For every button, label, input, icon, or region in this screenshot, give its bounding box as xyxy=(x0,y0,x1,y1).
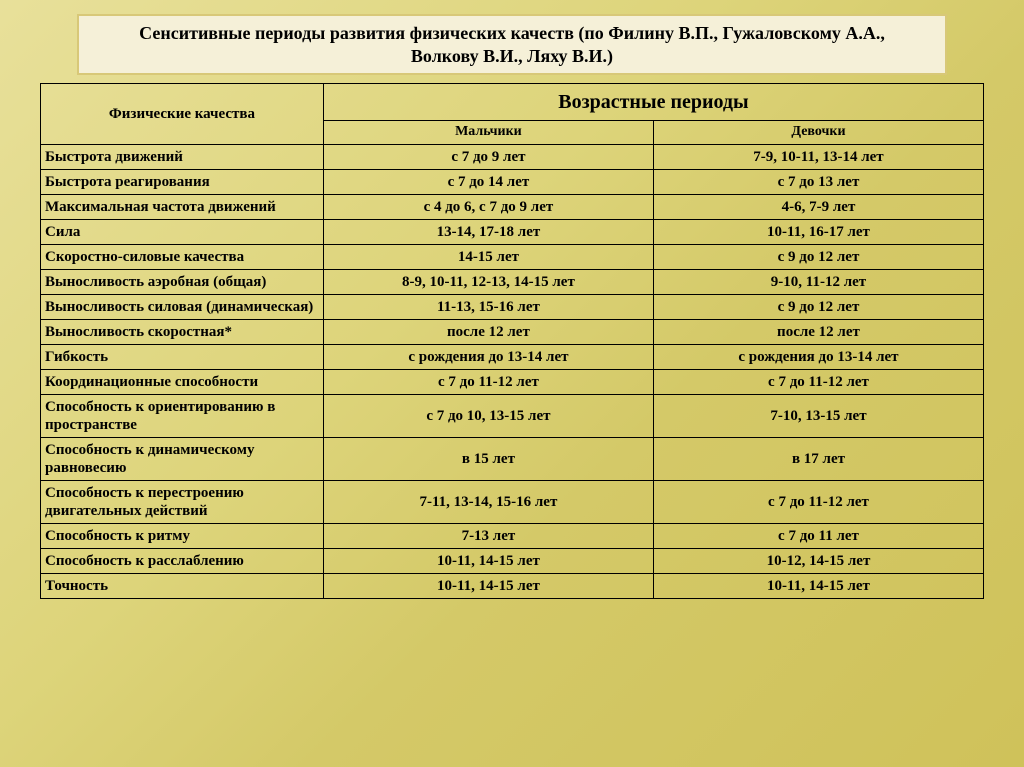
cell-girls: с 7 до 13 лет xyxy=(653,169,983,194)
table-row: Быстрота реагированияс 7 до 14 летс 7 до… xyxy=(41,169,984,194)
cell-girls: после 12 лет xyxy=(653,319,983,344)
cell-quality: Сила xyxy=(41,219,324,244)
cell-girls: 10-11, 14-15 лет xyxy=(653,573,983,598)
page-title: Сенситивные периоды развития физических … xyxy=(77,14,947,75)
table-row: Способность к ритму7-13 летс 7 до 11 лет xyxy=(41,523,984,548)
cell-boys: 7-13 лет xyxy=(323,523,653,548)
cell-quality: Быстрота движений xyxy=(41,144,324,169)
header-boys: Мальчики xyxy=(323,121,653,145)
table-row: Сила13-14, 17-18 лет10-11, 16-17 лет xyxy=(41,219,984,244)
cell-girls: в 17 лет xyxy=(653,437,983,480)
cell-quality: Координационные способности xyxy=(41,369,324,394)
table-row: Выносливость скоростная*после 12 летпосл… xyxy=(41,319,984,344)
cell-boys: с рождения до 13-14 лет xyxy=(323,344,653,369)
cell-quality: Способность к динамическому равновесию xyxy=(41,437,324,480)
cell-boys: с 7 до 11-12 лет xyxy=(323,369,653,394)
cell-quality: Выносливость силовая (динамическая) xyxy=(41,294,324,319)
cell-boys: 8-9, 10-11, 12-13, 14-15 лет xyxy=(323,269,653,294)
cell-girls: с 9 до 12 лет xyxy=(653,244,983,269)
cell-quality: Быстрота реагирования xyxy=(41,169,324,194)
table-row: Быстрота движенийс 7 до 9 лет7-9, 10-11,… xyxy=(41,144,984,169)
cell-quality: Способность к перестроению двигательных … xyxy=(41,480,324,523)
table-row: Способность к перестроению двигательных … xyxy=(41,480,984,523)
table-row: Способность к расслаблению10-11, 14-15 л… xyxy=(41,548,984,573)
cell-boys: с 4 до 6, с 7 до 9 лет xyxy=(323,194,653,219)
cell-girls: 7-10, 13-15 лет xyxy=(653,394,983,437)
table-row: Способность к ориентированию в пространс… xyxy=(41,394,984,437)
cell-quality: Выносливость скоростная* xyxy=(41,319,324,344)
table-row: Точность10-11, 14-15 лет10-11, 14-15 лет xyxy=(41,573,984,598)
cell-quality: Скоростно-силовые качества xyxy=(41,244,324,269)
cell-quality: Максимальная частота движений xyxy=(41,194,324,219)
cell-quality: Гибкость xyxy=(41,344,324,369)
header-period: Возрастные периоды xyxy=(323,84,983,121)
cell-boys: 14-15 лет xyxy=(323,244,653,269)
cell-quality: Выносливость аэробная (общая) xyxy=(41,269,324,294)
cell-boys: 13-14, 17-18 лет xyxy=(323,219,653,244)
table-row: Скоростно-силовые качества14-15 летс 9 д… xyxy=(41,244,984,269)
table-row: Выносливость аэробная (общая)8-9, 10-11,… xyxy=(41,269,984,294)
cell-boys: 7-11, 13-14, 15-16 лет xyxy=(323,480,653,523)
cell-girls: с 7 до 11 лет xyxy=(653,523,983,548)
cell-boys: 10-11, 14-15 лет xyxy=(323,573,653,598)
header-quality: Физические качества xyxy=(41,84,324,145)
cell-boys: 11-13, 15-16 лет xyxy=(323,294,653,319)
cell-girls: 7-9, 10-11, 13-14 лет xyxy=(653,144,983,169)
data-table: Физические качества Возрастные периоды М… xyxy=(40,83,984,599)
cell-girls: с 7 до 11-12 лет xyxy=(653,480,983,523)
cell-quality: Точность xyxy=(41,573,324,598)
cell-boys: после 12 лет xyxy=(323,319,653,344)
cell-quality: Способность к ритму xyxy=(41,523,324,548)
cell-boys: в 15 лет xyxy=(323,437,653,480)
table-row: Максимальная частота движенийс 4 до 6, с… xyxy=(41,194,984,219)
cell-boys: 10-11, 14-15 лет xyxy=(323,548,653,573)
table-row: Гибкостьс рождения до 13-14 летс рождени… xyxy=(41,344,984,369)
cell-quality: Способность к расслаблению xyxy=(41,548,324,573)
cell-girls: 4-6, 7-9 лет xyxy=(653,194,983,219)
table-row: Выносливость силовая (динамическая)11-13… xyxy=(41,294,984,319)
cell-girls: 10-12, 14-15 лет xyxy=(653,548,983,573)
header-girls: Девочки xyxy=(653,121,983,145)
cell-girls: с 7 до 11-12 лет xyxy=(653,369,983,394)
cell-boys: с 7 до 14 лет xyxy=(323,169,653,194)
cell-girls: с рождения до 13-14 лет xyxy=(653,344,983,369)
cell-girls: 9-10, 11-12 лет xyxy=(653,269,983,294)
table-row: Способность к динамическому равновесиюв … xyxy=(41,437,984,480)
cell-girls: 10-11, 16-17 лет xyxy=(653,219,983,244)
cell-boys: с 7 до 9 лет xyxy=(323,144,653,169)
table-row: Координационные способностис 7 до 11-12 … xyxy=(41,369,984,394)
cell-girls: с 9 до 12 лет xyxy=(653,294,983,319)
cell-quality: Способность к ориентированию в пространс… xyxy=(41,394,324,437)
cell-boys: с 7 до 10, 13-15 лет xyxy=(323,394,653,437)
